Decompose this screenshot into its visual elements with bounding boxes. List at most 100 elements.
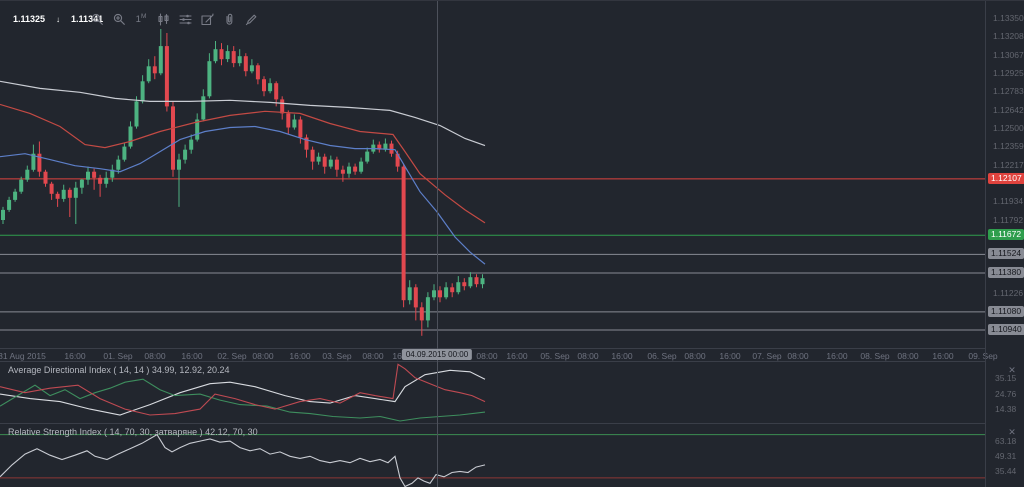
indicators-icon[interactable]: [178, 12, 192, 26]
crosshair-line: [437, 1, 438, 487]
time-axis-tick: 01. Sep: [103, 351, 133, 361]
candle-body: [480, 278, 485, 285]
candle-body: [195, 119, 200, 140]
draw-icon[interactable]: [244, 12, 258, 26]
price-level-badge[interactable]: 1.11380: [988, 267, 1024, 279]
candle-body: [462, 282, 467, 287]
time-axis-tick: 16:00: [826, 351, 848, 361]
candle-body: [425, 297, 430, 321]
candle-body: [365, 151, 370, 162]
adx-indicator-pane[interactable]: Average Directional Index ( 14, 14 ) 34.…: [0, 361, 985, 423]
rsi-indicator-pane[interactable]: Relative Strength Index ( 14, 70, 30, за…: [0, 423, 985, 487]
plus-di-line: [0, 378, 486, 422]
time-axis-tick: 08:00: [144, 351, 166, 361]
main-chart-pane[interactable]: [0, 1, 985, 348]
candle-body: [347, 166, 351, 174]
timeframe-button[interactable]: 1M: [135, 12, 147, 26]
price-level-badge[interactable]: 1.11672: [988, 229, 1024, 241]
time-axis[interactable]: 04.09.2015 00:00 31 Aug 2015 16:00 01. Sep…: [0, 348, 998, 361]
price-axis-tick: 1.11792: [993, 214, 1024, 225]
candle-body: [189, 139, 194, 150]
price-level-badge[interactable]: 1.11524: [988, 248, 1024, 260]
candle-body: [389, 143, 394, 154]
candle-body: [353, 166, 358, 172]
candle-body: [231, 51, 236, 64]
candle-body: [1, 209, 5, 220]
candle-body: [79, 179, 84, 188]
candle-body: [177, 159, 181, 170]
time-axis-tick: 08:00: [684, 351, 706, 361]
candle-body: [456, 282, 461, 293]
ask-price-badge[interactable]: 1.11341: [71, 14, 104, 24]
time-axis-tick: 02. Sep: [217, 351, 247, 361]
candle-body: [401, 166, 406, 301]
time-axis-tick: 08:00: [476, 351, 498, 361]
ma-slow-line: [0, 80, 486, 147]
candle-body: [164, 46, 169, 107]
time-axis-tick: 16:00: [932, 351, 954, 361]
rsi-close-button[interactable]: ✕: [1008, 427, 1016, 437]
indicator-axis-tick: 14.38: [995, 404, 1017, 414]
time-axis-tick: 06. Sep: [647, 351, 677, 361]
candle-body: [474, 277, 479, 285]
adx-line: [0, 369, 486, 416]
time-axis-tick: 31 Aug 2015: [0, 351, 46, 361]
price-level-badge[interactable]: 1.12107: [988, 172, 1024, 184]
indicator-axis-tick: 35.15: [995, 373, 1017, 383]
price-axis-tick: 1.12925: [993, 68, 1024, 79]
candle-body: [7, 199, 12, 210]
candle-body: [280, 99, 285, 114]
price-axis-tick: 1.13350: [993, 13, 1024, 23]
candle-body: [377, 144, 382, 150]
candle-body: [201, 96, 206, 120]
indicator-axis-tick: 24.76: [995, 388, 1017, 399]
candle-body: [340, 169, 345, 174]
zoom-out-icon[interactable]: [90, 12, 104, 26]
candle-body: [310, 149, 315, 162]
time-axis-tick: 16:00: [289, 351, 311, 361]
indicator-axis-tick: 35.44: [995, 466, 1017, 476]
candle-body: [128, 126, 133, 147]
candle-body: [43, 171, 48, 184]
chart-toolbar: 1M: [90, 12, 258, 26]
candle-body: [298, 119, 303, 138]
time-axis-tick: 16:00: [611, 351, 633, 361]
candle-body: [268, 83, 273, 92]
bid-price-badge[interactable]: 1.11325: [13, 14, 46, 24]
adx-close-button[interactable]: ✕: [1008, 365, 1016, 375]
zoom-in-icon[interactable]: [112, 12, 126, 26]
bar-style-icon[interactable]: [156, 12, 170, 26]
candle-body: [450, 287, 455, 293]
price-axis-tick: 1.13208: [993, 31, 1024, 42]
candle-body: [67, 189, 72, 198]
quote-panel: 1.11325 ↓ 1.11341: [8, 13, 108, 26]
price-level-badge[interactable]: 1.10940: [988, 324, 1024, 335]
time-axis-tick: 05. Sep: [540, 351, 570, 361]
time-axis-tick: 08:00: [897, 351, 919, 361]
candle-body: [92, 171, 97, 178]
candle-body: [207, 61, 212, 97]
candle-body: [468, 277, 473, 287]
snapshot-icon[interactable]: [200, 12, 214, 26]
candle-body: [116, 159, 121, 170]
candle-body: [292, 119, 297, 128]
candle-body: [328, 159, 333, 167]
candle-body: [86, 171, 90, 180]
price-axis[interactable]: 1.13350 1.13208 1.13067 1.12925 1.12783 1.126…: [985, 1, 1024, 487]
price-axis-tick: 1.11226: [993, 287, 1024, 298]
price-level-badge[interactable]: 1.11080: [988, 305, 1024, 317]
candle-body: [286, 113, 291, 128]
candle-body: [158, 46, 163, 74]
rsi-line: [0, 433, 486, 487]
ma-medium-line: [0, 103, 486, 224]
candle-body: [146, 66, 151, 82]
candle-body: [183, 149, 188, 160]
candle-body: [104, 177, 109, 184]
ma-fast-line: [0, 125, 486, 265]
candle-body: [61, 189, 66, 199]
attach-icon[interactable]: [222, 12, 236, 26]
candle-body: [219, 49, 224, 60]
minus-di-line: [0, 363, 486, 416]
candle-body: [444, 287, 449, 298]
